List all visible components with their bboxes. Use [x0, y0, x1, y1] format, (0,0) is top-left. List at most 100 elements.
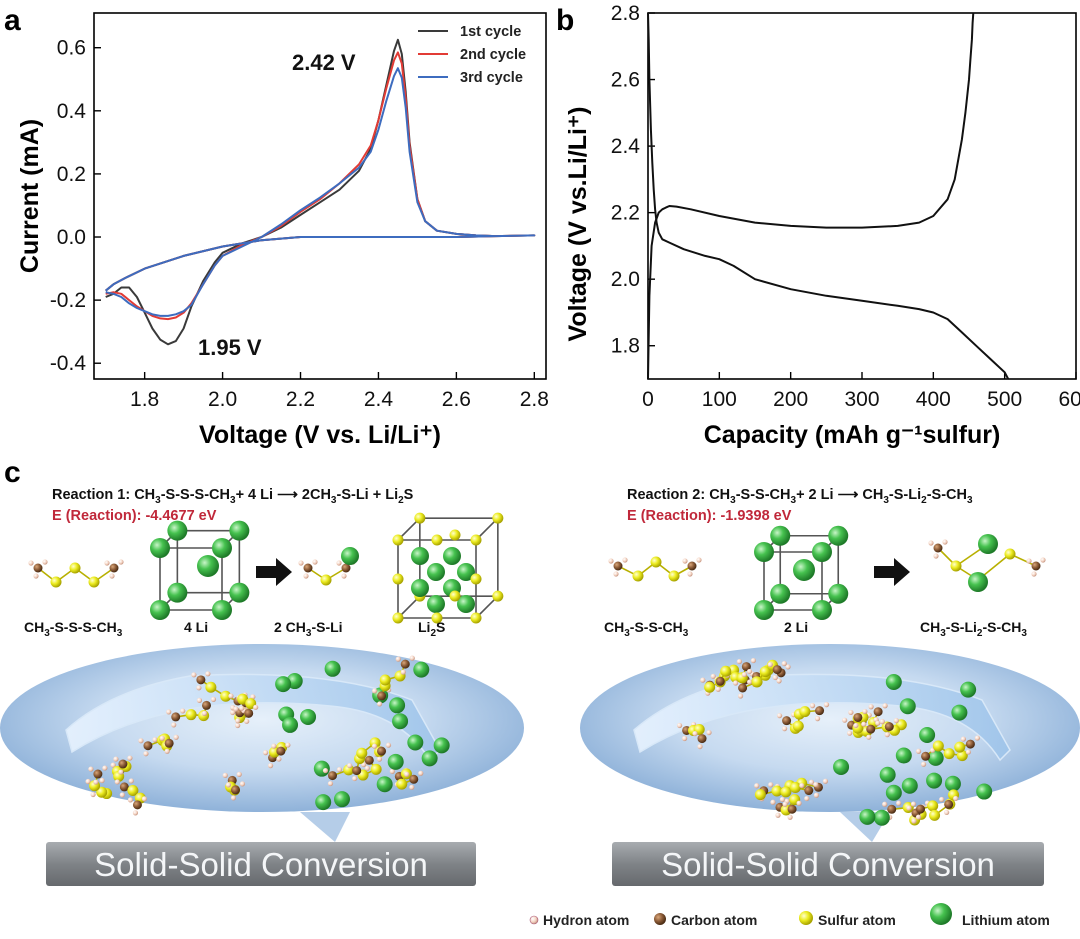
c-atom — [815, 706, 824, 715]
h-atom — [823, 779, 828, 784]
cd-x-tick-label: 400 — [916, 388, 951, 411]
caption-4li: 4 Li — [184, 619, 208, 635]
li-atom — [427, 563, 445, 581]
h-atom — [337, 767, 342, 772]
caption-ch3sssch3: CH3-S-S-S-CH3 — [24, 619, 123, 639]
h-atom — [336, 560, 341, 565]
legend-label-2: 2nd cycle — [460, 47, 526, 63]
c-atom — [377, 691, 386, 700]
s-atom — [651, 557, 662, 568]
c-atom — [944, 800, 953, 809]
cv-legend: 1st cycle 2nd cycle 3rd cycle — [418, 24, 526, 86]
reaction-arrow-1 — [256, 558, 292, 586]
li-atom — [434, 737, 450, 753]
h-atom — [777, 713, 782, 718]
h-atom — [682, 558, 687, 563]
h-atom — [174, 735, 179, 740]
cv-cathodic-peak-annotation: 1.95 V — [198, 335, 262, 360]
h-atom — [824, 702, 829, 707]
li-atom — [900, 698, 916, 714]
sulfur-atom-icon — [799, 911, 813, 925]
cd-y-tick-label: 2.0 — [611, 268, 640, 291]
h-atom — [939, 797, 944, 802]
s-atom — [396, 779, 407, 790]
h-atom — [787, 815, 792, 820]
c-atom — [887, 805, 896, 814]
h-atom — [975, 735, 980, 740]
caption-ch3sli2sch3: CH3-S-Li2-S-CH3 — [920, 619, 1027, 639]
c-atom — [276, 747, 285, 756]
h-atom — [133, 810, 138, 815]
h-atom — [253, 705, 258, 710]
h-atom — [815, 716, 820, 721]
c-atom — [716, 677, 725, 686]
h-atom — [747, 669, 752, 674]
h-atom — [237, 772, 242, 777]
c-atom — [93, 770, 102, 779]
h-atom — [138, 738, 143, 743]
h-atom — [113, 756, 118, 761]
h-atom — [706, 730, 711, 735]
c-atom — [866, 725, 875, 734]
s-atom — [70, 563, 81, 574]
c-atom — [934, 544, 943, 553]
c-atom — [409, 775, 418, 784]
cd-x-tick-label: 200 — [773, 388, 808, 411]
cd-x-axis-label: Capacity (mAh g⁻¹sulfur) — [704, 421, 1001, 449]
h-atom — [896, 801, 901, 806]
cd-x-tick-label: 600 — [1058, 388, 1080, 411]
h-atom — [127, 755, 132, 760]
cv-y-tick-label: 0.4 — [57, 100, 87, 123]
s-atom — [755, 789, 766, 800]
atom-key-hydrogen: Hydron atom — [543, 912, 629, 928]
h-atom — [33, 573, 38, 578]
h-atom — [737, 659, 742, 664]
h-atom — [276, 756, 281, 761]
h-atom — [233, 706, 238, 711]
legend-label-3: 3rd cycle — [460, 70, 523, 86]
li-atom — [770, 526, 790, 546]
s-atom — [414, 513, 425, 524]
h-atom — [953, 796, 958, 801]
cv-anodic-peak-annotation: 2.42 V — [292, 50, 356, 75]
cd-y-axis-label: Voltage (V vs.Li/Li⁺) — [564, 107, 592, 342]
li-atom — [300, 709, 316, 725]
s-atom — [186, 709, 197, 720]
li-atom — [229, 521, 249, 541]
li-atom — [167, 521, 187, 541]
h-atom — [687, 571, 692, 576]
h-atom — [235, 718, 240, 723]
li-atom — [859, 809, 875, 825]
c-atom — [34, 564, 43, 573]
h-atom — [268, 763, 273, 768]
li-atom — [315, 794, 331, 810]
h-atom — [961, 736, 966, 741]
h-atom — [42, 559, 47, 564]
h-atom — [303, 573, 308, 578]
s-atom — [471, 535, 482, 546]
li-atom — [793, 559, 815, 581]
li-atom — [314, 761, 330, 777]
h-atom — [796, 801, 801, 806]
s-atom — [432, 535, 443, 546]
li-atom — [754, 600, 774, 620]
li-atom — [197, 555, 219, 577]
s-atom — [492, 591, 503, 602]
h-atom — [171, 722, 176, 727]
h-atom — [911, 801, 916, 806]
cv-y-tick-label: 0.2 — [57, 163, 86, 186]
cv-y-tick-label: 0.6 — [57, 37, 86, 60]
h-atom — [115, 779, 120, 784]
s-atom — [393, 574, 404, 585]
h-atom — [211, 697, 216, 702]
h-atom — [773, 675, 778, 680]
h-atom — [352, 776, 357, 781]
lithium-atom-icon — [930, 903, 952, 925]
pointer-1 — [300, 812, 350, 842]
panel-b-label: b — [556, 4, 574, 37]
panel-c-label: c — [4, 456, 21, 489]
li-atom — [389, 697, 405, 713]
s-atom — [471, 574, 482, 585]
